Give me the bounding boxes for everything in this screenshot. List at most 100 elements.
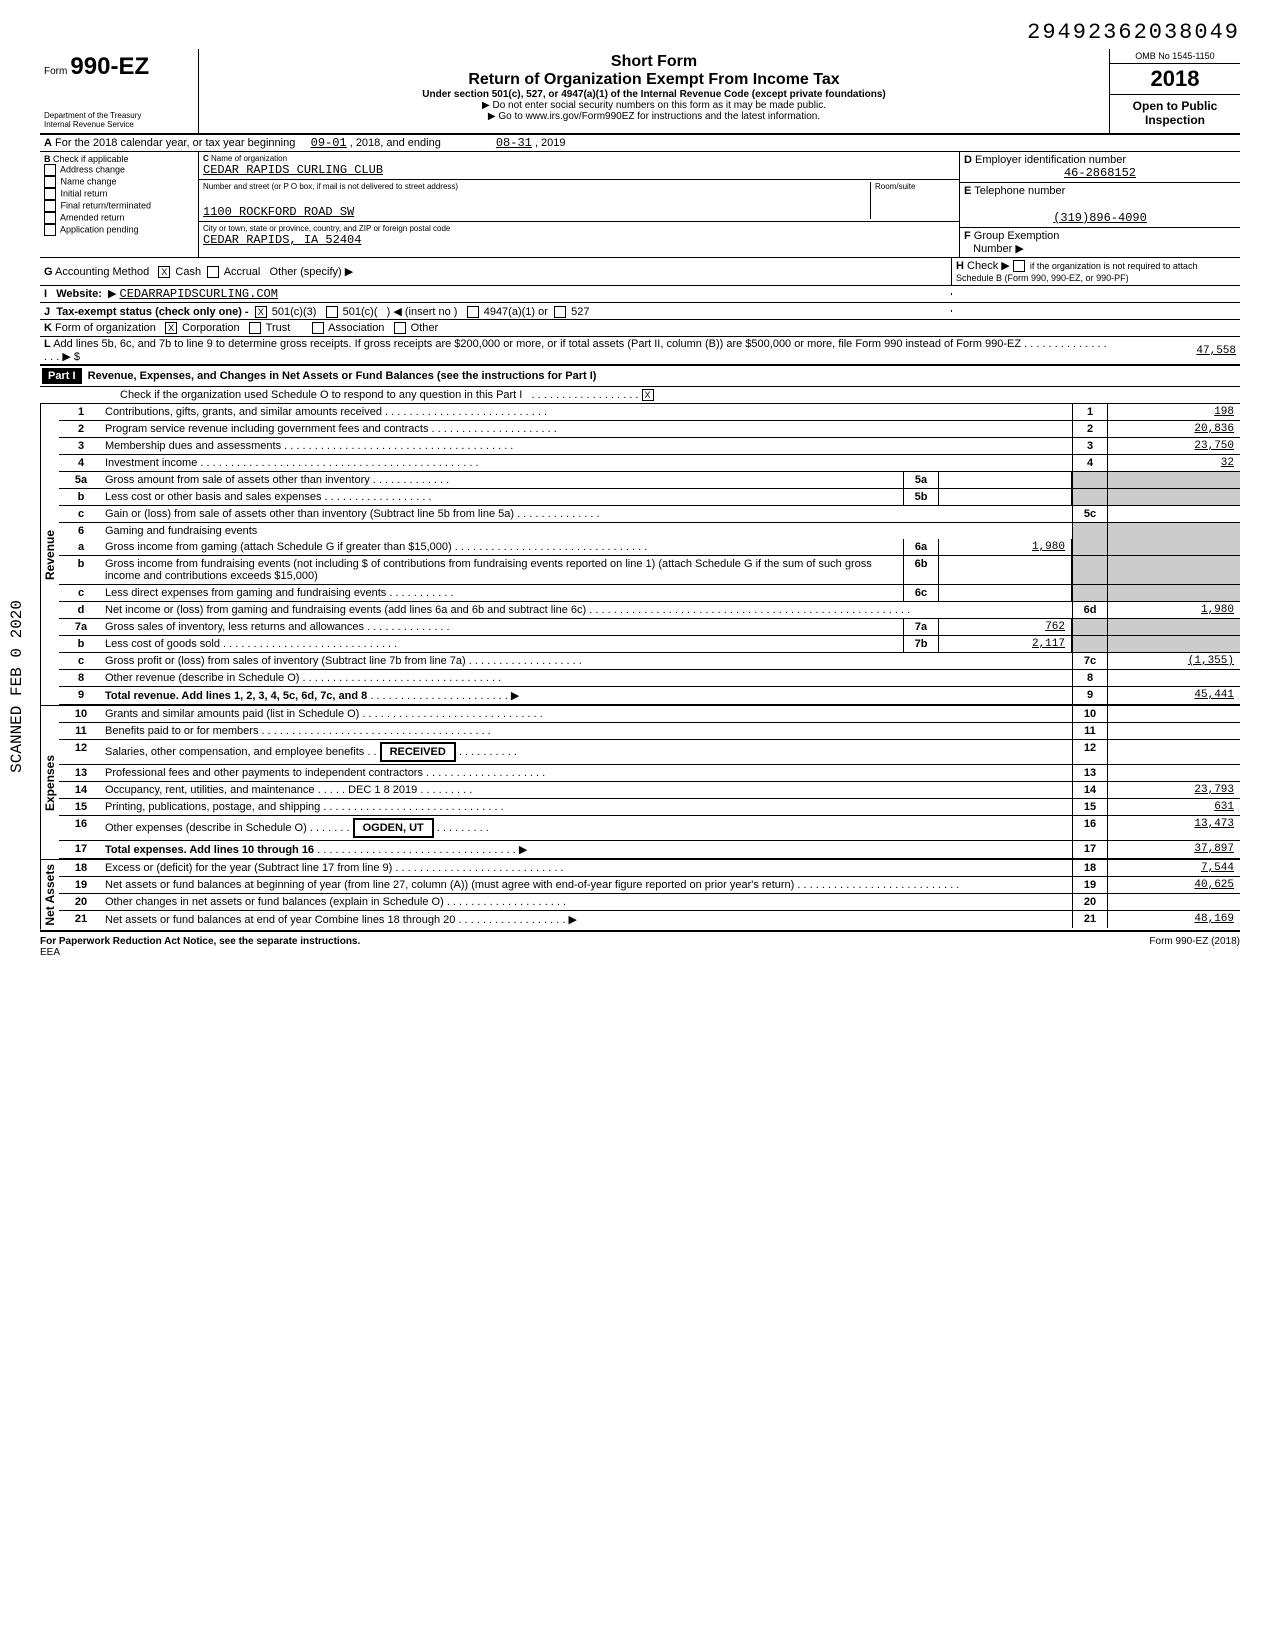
line-16: 16Other expenses (describe in Schedule O… <box>59 816 1240 841</box>
checkbox-501c[interactable] <box>326 306 338 318</box>
form-prefix: Form <box>44 66 67 77</box>
line-6a-desc: Gross income from gaming (attach Schedul… <box>105 541 452 553</box>
line-4: 4Investment income . . . . . . . . . . .… <box>59 455 1240 472</box>
line-15-desc: Printing, publications, postage, and shi… <box>105 801 320 813</box>
b-item-4: Amended return <box>60 212 125 222</box>
line-6-desc: Gaming and fundraising events <box>103 523 1072 539</box>
line-5c-desc: Gain or (loss) from sale of assets other… <box>105 508 514 520</box>
checkbox-address-change[interactable] <box>44 164 56 176</box>
line-14-desc: Occupancy, rent, utilities, and maintena… <box>105 784 315 796</box>
subtitle: Under section 501(c), 527, or 4947(a)(1)… <box>207 89 1101 100</box>
line-19-desc: Net assets or fund balances at beginning… <box>105 879 794 891</box>
line-7b-desc: Less cost of goods sold <box>105 638 220 650</box>
line-6b: bGross income from fundraising events (n… <box>59 556 1240 585</box>
part1-check-text: Check if the organization used Schedule … <box>120 389 522 401</box>
k-label: Form of organization <box>55 322 156 334</box>
main-title: Return of Organization Exempt From Incom… <box>207 71 1101 89</box>
line-16-desc: Other expenses (describe in Schedule O) <box>105 822 307 834</box>
line-11-desc: Benefits paid to or for members <box>105 725 258 737</box>
line-a-end: , 2019 <box>535 137 566 149</box>
checkbox-final-return[interactable] <box>44 200 56 212</box>
line-5a: 5aGross amount from sale of assets other… <box>59 472 1240 489</box>
line-15: 15Printing, publications, postage, and s… <box>59 799 1240 816</box>
line-3-desc: Membership dues and assessments <box>105 440 281 452</box>
dept-irs: Internal Revenue Service <box>44 120 194 129</box>
checkbox-trust[interactable] <box>249 322 261 334</box>
line-21-amt: 48,169 <box>1108 911 1240 928</box>
k-corp: Corporation <box>182 322 239 334</box>
checkbox-amended[interactable] <box>44 212 56 224</box>
line-17: 17Total expenses. Add lines 10 through 1… <box>59 841 1240 859</box>
line-8: 8Other revenue (describe in Schedule O) … <box>59 670 1240 687</box>
line-21: 21Net assets or fund balances at end of … <box>59 911 1240 928</box>
form-number-box: Form 990-EZ Department of the Treasury I… <box>40 49 199 133</box>
line-6c-desc: Less direct expenses from gaming and fun… <box>105 587 386 599</box>
city: CEDAR RAPIDS, IA 52404 <box>203 233 955 247</box>
line-7c: cGross profit or (loss) from sales of in… <box>59 653 1240 670</box>
j-527: 527 <box>571 306 589 318</box>
checkbox-app-pending[interactable] <box>44 224 56 236</box>
website: CEDARRAPIDSCURLING.COM <box>120 287 278 301</box>
line-6: 6Gaming and fundraising events <box>59 523 1240 539</box>
line-17-desc: Total expenses. Add lines 10 through 16 <box>105 844 314 856</box>
line-5b-desc: Less cost or other basis and sales expen… <box>105 491 321 503</box>
line-11: 11Benefits paid to or for members . . . … <box>59 723 1240 740</box>
checkbox-assoc[interactable] <box>312 322 324 334</box>
netassets-section: Net Assets 18Excess or (deficit) for the… <box>40 860 1240 932</box>
line-a-row: A For the 2018 calendar year, or tax yea… <box>40 135 1240 152</box>
checkbox-527[interactable] <box>554 306 566 318</box>
org-name: CEDAR RAPIDS CURLING CLUB <box>203 163 955 177</box>
omb-number: OMB No 1545-1150 <box>1110 49 1240 64</box>
footer-right: Form 990-EZ (2018) <box>1149 936 1240 958</box>
checkbox-4947[interactable] <box>467 306 479 318</box>
line-6a: aGross income from gaming (attach Schedu… <box>59 539 1240 556</box>
i-label: Website: <box>56 288 102 300</box>
line-3: 3Membership dues and assessments . . . .… <box>59 438 1240 455</box>
checkbox-cash[interactable]: X <box>158 266 170 278</box>
room-label: Room/suite <box>875 182 955 191</box>
revenue-section: Revenue 1Contributions, gifts, grants, a… <box>40 404 1240 706</box>
line-4-desc: Investment income <box>105 457 197 469</box>
line-8-amt <box>1108 670 1240 686</box>
line-7b: bLess cost of goods sold . . . . . . . .… <box>59 636 1240 653</box>
f-label: Group Exemption <box>974 230 1060 242</box>
checkbox-other[interactable] <box>394 322 406 334</box>
l-text: Add lines 5b, 6c, and 7b to line 9 to de… <box>53 338 1021 350</box>
line-6b-amt <box>939 556 1072 584</box>
line-6c-amt <box>939 585 1072 601</box>
line-4-amt: 32 <box>1108 455 1240 471</box>
checkbox-corp[interactable]: X <box>165 322 177 334</box>
line-i-row: I Website: ▶ CEDARRAPIDSCURLING.COM <box>40 286 1240 303</box>
line-13-desc: Professional fees and other payments to … <box>105 767 423 779</box>
checkbox-initial-return[interactable] <box>44 188 56 200</box>
checkbox-h[interactable] <box>1013 260 1025 272</box>
line-10-amt <box>1108 706 1240 722</box>
part1-check-row: Check if the organization used Schedule … <box>40 387 1240 404</box>
checkbox-name-change[interactable] <box>44 176 56 188</box>
ein: 46-2868152 <box>964 166 1236 180</box>
line-k-row: K Form of organization X Corporation Tru… <box>40 320 1240 337</box>
checkbox-accrual[interactable] <box>207 266 219 278</box>
line-11-amt <box>1108 723 1240 739</box>
line-5a-desc: Gross amount from sale of assets other t… <box>105 474 370 486</box>
k-other: Other <box>411 322 439 334</box>
k-assoc: Association <box>328 322 384 334</box>
c-label: Name of organization <box>211 154 287 163</box>
received-loc: OGDEN, UT <box>353 818 434 838</box>
section-def: D Employer identification number 46-2868… <box>959 152 1240 257</box>
line-5c-amt <box>1108 506 1240 522</box>
line-1: 1Contributions, gifts, grants, and simil… <box>59 404 1240 421</box>
checkbox-501c3[interactable]: X <box>255 306 267 318</box>
line-2-desc: Program service revenue including govern… <box>105 423 428 435</box>
line-18-amt: 7,544 <box>1108 860 1240 876</box>
e-label: Telephone number <box>974 185 1065 197</box>
phone: (319)896-4090 <box>964 211 1236 225</box>
j-insert: (insert no ) <box>405 306 458 318</box>
line-2: 2Program service revenue including gover… <box>59 421 1240 438</box>
form-number: 990-EZ <box>70 53 149 80</box>
b-item-1: Name change <box>61 176 117 186</box>
line-7c-desc: Gross profit or (loss) from sales of inv… <box>105 655 466 667</box>
line-2-amt: 20,836 <box>1108 421 1240 437</box>
checkbox-schedule-o[interactable]: X <box>642 389 654 401</box>
line-3-amt: 23,750 <box>1108 438 1240 454</box>
